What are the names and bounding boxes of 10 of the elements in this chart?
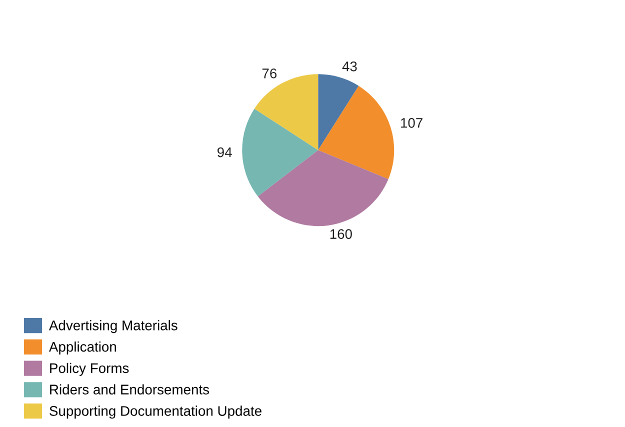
data-label: 94 xyxy=(218,147,232,158)
legend-label: Application xyxy=(48,342,116,354)
data-label: 76 xyxy=(262,68,277,78)
legend-label: Supporting Documentation Update xyxy=(50,406,262,419)
data-label: 43 xyxy=(342,61,357,72)
legend-label: Policy Forms xyxy=(50,362,129,376)
data-label: 160 xyxy=(330,229,352,239)
legend-label: Riders and Endorsements xyxy=(50,384,210,394)
data-label: 107 xyxy=(401,118,422,128)
legend-label: Advertising Materials xyxy=(48,320,178,334)
